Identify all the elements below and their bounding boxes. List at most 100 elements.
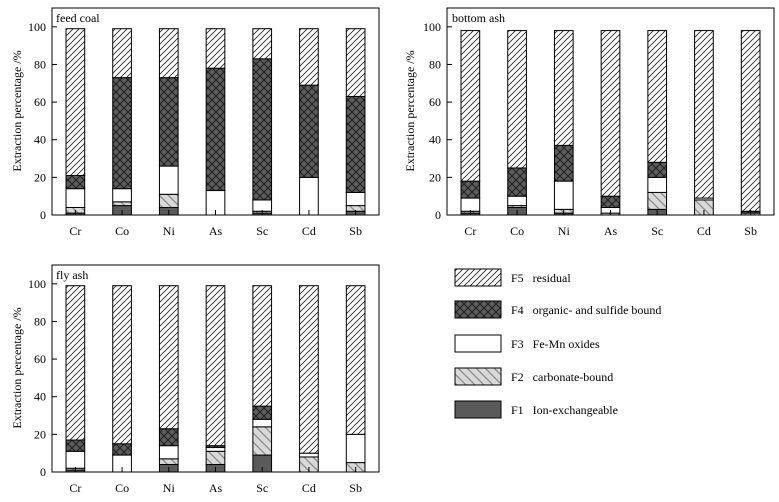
bar-segment-F2-Ni [158,458,179,465]
y-tick-label: 40 [429,133,441,147]
legend-item-F5: F5 residual [454,268,571,287]
x-tick-label: Ni [163,224,176,238]
bar-segment-F4-Co [507,167,527,197]
legend-label-F4: F4 organic- and sulfide bound [511,303,661,317]
x-tick-label: Sc [256,224,268,238]
bars [460,30,761,216]
bar-segment-F4-Ni [553,144,574,182]
y-tick-label: 100 [28,277,46,291]
bar-segment-F5-Sb [740,30,761,212]
bar-segment-F3-Ni [158,445,179,460]
y-tick-label: 20 [34,427,46,441]
y-tick-label: 20 [429,170,441,184]
x-tick-label: Cr [69,481,81,495]
x-tick-label: Sb [744,224,757,238]
bar-segment-F4-Sc [252,405,273,420]
bar-segment-F4-As [600,195,621,208]
bar-segment-F3-Sc [252,418,273,428]
y-ticks: 0 20 40 60 80 100 [28,277,57,479]
bar-segment-F5-Co [112,285,132,445]
bar-segment-F5-Sc [252,28,273,60]
bar-segment-F5-Ni [553,30,574,146]
x-ticks: Cr Co Ni As Sc Cd Sb [69,467,362,495]
bar-Sb [345,285,366,473]
bar-segment-F5-Cd [299,285,319,454]
panel-fly-ash: fly ash Extraction percentage /% 0 20 40 60… [10,264,380,495]
legend-swatch-F2 [454,367,502,386]
bar-Co [112,28,132,216]
x-tick-label: Sc [651,224,663,238]
bars [65,28,366,216]
bar-segment-F4-Cr [65,439,86,452]
bar-segment-F3-Co [112,188,132,203]
bar-segment-F5-Sb [345,285,366,435]
bar-Cd [299,28,319,216]
bar-segment-F5-Cr [65,28,86,176]
x-tick-label: Sc [256,481,268,495]
bar-segment-F3-Cd [299,452,319,458]
panel-feed-coal: feed coal Extraction percentage /% 0 20 40… [10,7,380,238]
y-tick-label: 60 [34,95,46,109]
bar-segment-F5-Ni [158,285,179,430]
legend-item-F2: F2 carbonate-bound [454,367,613,386]
bar-segment-F3-Sc [647,176,668,193]
y-ticks: 0 20 40 60 80 100 [28,20,57,222]
bar-segment-F5-Sc [647,30,668,163]
bar-segment-F4-Cd [299,84,319,178]
x-ticks: Cr Co Ni As Sc Cd Sb [464,210,757,238]
x-tick-label: Sb [349,481,362,495]
legend-label-F1: F1 Ion-exchangeable [511,403,618,417]
bar-Cr [460,30,481,216]
bar-segment-F4-Ni [158,77,179,167]
legend-swatch-F5 [454,268,502,287]
legend-label-F5: F5 residual [511,271,571,285]
bar-segment-F5-Cr [460,30,481,182]
y-tick-label: 0 [40,465,46,479]
bar-segment-F4-Co [112,77,132,190]
legend-item-F4: F4 organic- and sulfide bound [454,300,661,319]
bar-Sb [345,28,366,216]
bar-segment-F3-Cr [65,188,86,208]
panel-label: feed coal [56,11,100,25]
x-tick-label: As [604,224,618,238]
x-tick-label: Cd [302,481,316,495]
bar-segment-F4-Cr [460,180,481,199]
bar-Sc [647,30,668,216]
y-tick-label: 60 [429,95,441,109]
bar-Ni [158,285,179,473]
panel-bottom-ash: bottom ash Extraction percentage /% 0 20 4… [403,7,775,238]
bar-segment-F2-Sc [252,426,273,456]
bar-segment-F3-As [205,447,226,452]
y-tick-label: 80 [429,57,441,71]
bar-segment-F4-Cr [65,174,86,190]
bar-segment-F2-Sc [647,191,668,210]
bar-segment-F3-Cr [460,197,481,212]
bar-Cr [65,285,86,473]
x-tick-label: Co [115,224,129,238]
x-tick-label: Cr [69,224,81,238]
bar-segment-F3-Cd [299,176,319,216]
bar-segment-F3-Ni [158,165,179,195]
bar-Ni [158,28,179,216]
bar-segment-F5-Ni [158,28,179,79]
x-tick-label: Cr [464,224,476,238]
bar-segment-F5-As [205,28,226,69]
legend-item-F3: F3 Fe-Mn oxides [454,334,600,353]
x-tick-label: As [209,481,223,495]
y-tick-label: 40 [34,390,46,404]
x-tick-label: Co [115,481,129,495]
y-tick-label: 40 [34,133,46,147]
y-axis-label: Extraction percentage /% [10,50,24,171]
bar-As [205,285,226,473]
bar-Cd [694,30,714,216]
bar-segment-F3-Ni [553,180,574,210]
bar-As [600,30,621,216]
y-tick-label: 100 [28,20,46,34]
y-tick-label: 0 [40,208,46,222]
legend-label-F2: F2 carbonate-bound [511,370,613,384]
bar-segment-F3-Sb [345,433,366,464]
bar-Co [507,30,527,216]
bar-segment-F5-Co [507,30,527,169]
bar-segment-F2-As [205,450,226,465]
bar-segment-F4-Ni [158,428,179,447]
